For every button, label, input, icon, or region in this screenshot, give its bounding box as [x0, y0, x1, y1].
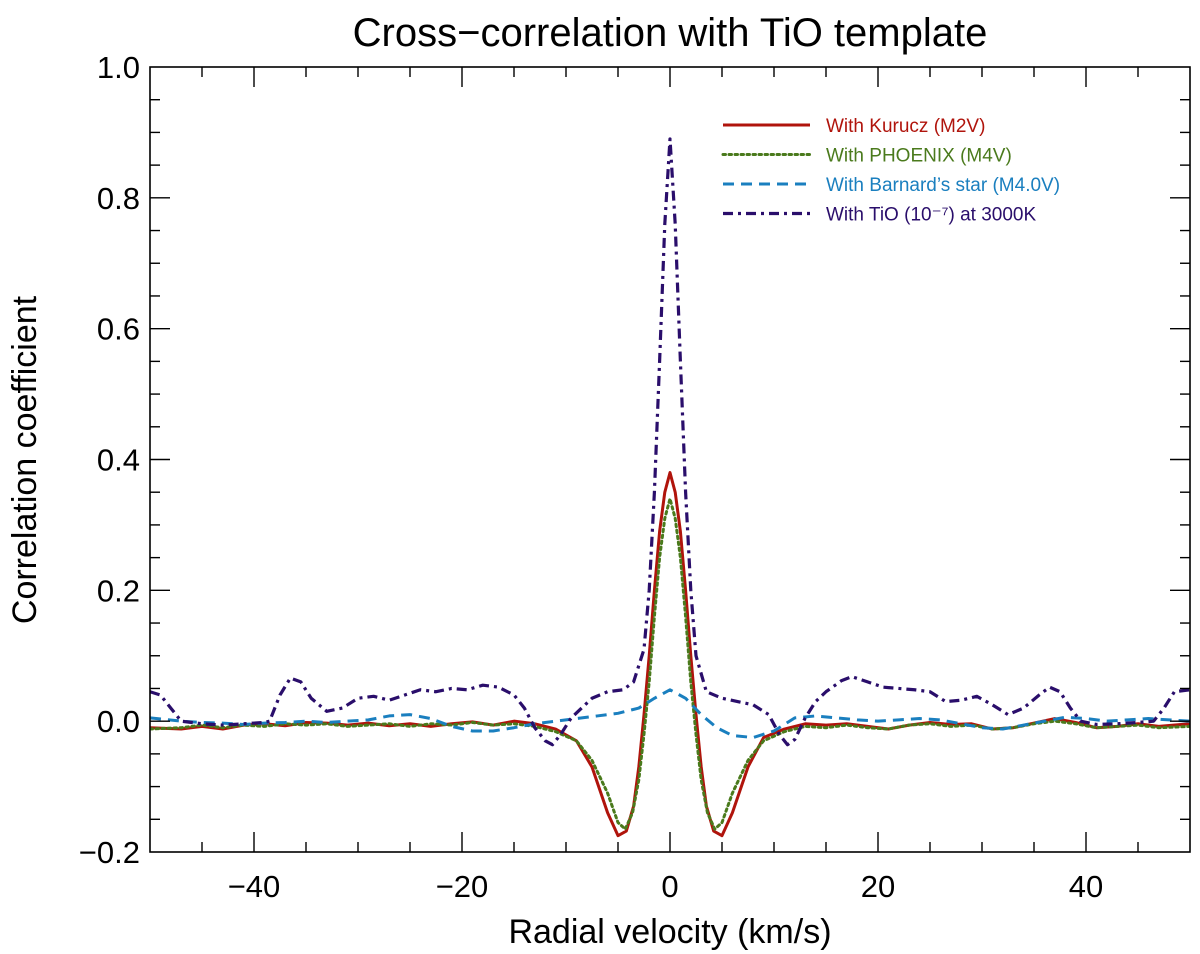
legend-label-with-barnard-s-star-m4-0v: With Barnard’s star (M4.0V): [826, 175, 1060, 196]
series-line-with-tio-10-at-3000k: [150, 137, 1190, 747]
y-axis-label: Correlation coefficient: [6, 295, 44, 624]
series-line-with-barnard-s-star-m4-0v: [150, 688, 1190, 740]
y-tick-label: 1.0: [97, 50, 140, 85]
x-axis-label: Radial velocity (km/s): [508, 913, 831, 951]
legend-label-with-tio-10-at-3000k: With TiO (10⁻⁷) at 3000K: [826, 205, 1036, 226]
x-tick-label: 40: [1069, 869, 1103, 904]
legend-label-with-kurucz-m2v: With Kurucz (M2V): [826, 116, 985, 137]
y-tick-label: 0.0: [97, 704, 140, 739]
series-line-with-kurucz-m2v: [150, 471, 1190, 838]
y-tick-label: 0.2: [97, 573, 140, 608]
plot-area: −40 −20 0 20 40 −0.2 0.0 0.2 0.4 0.6 0.8 1.0: [79, 50, 1191, 904]
legend-label-with-phoenix-m4v: With PHOENIX (M4V): [826, 146, 1012, 167]
chart-title: Cross−correlation with TiO template: [353, 11, 988, 55]
y-tick-label: −0.2: [79, 835, 140, 870]
x-tick-label: 0: [661, 869, 678, 904]
y-tick-label: 0.8: [97, 181, 140, 216]
x-tick-label: −40: [228, 869, 281, 904]
legend: With Kurucz (M2V) With PHOENIX (M4V) With …: [721, 116, 1060, 226]
x-tick-label: 20: [861, 869, 895, 904]
x-tick-label: −20: [436, 869, 489, 904]
y-tick-label: 0.6: [97, 312, 140, 347]
y-tick-label: 0.4: [97, 443, 140, 478]
series-line-with-phoenix-m4v: [150, 497, 1190, 831]
